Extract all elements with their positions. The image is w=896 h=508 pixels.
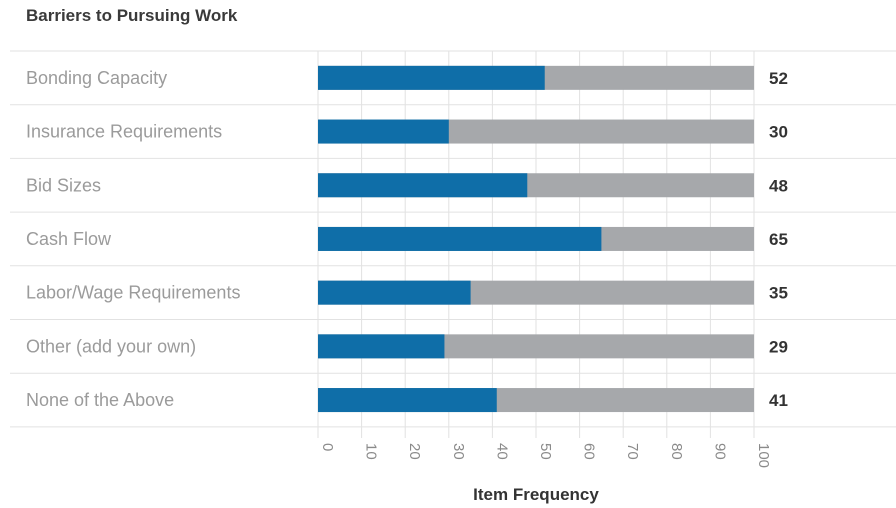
value-label: 65 — [769, 230, 788, 249]
value-label: 29 — [769, 337, 788, 356]
category-label: Other (add your own) — [26, 336, 196, 356]
x-tick-label: 80 — [668, 443, 685, 460]
bar-value — [318, 334, 445, 359]
category-label: Labor/Wage Requirements — [26, 283, 240, 303]
bar-value — [318, 226, 602, 251]
x-axis-title: Item Frequency — [473, 485, 599, 504]
category-label: Cash Flow — [26, 229, 112, 249]
value-label: 48 — [769, 176, 788, 195]
value-label: 30 — [769, 123, 788, 142]
x-tick-label: 70 — [624, 443, 641, 460]
x-tick-label: 40 — [493, 443, 510, 460]
chart-title: Barriers to Pursuing Work — [26, 6, 238, 25]
x-tick-label: 20 — [406, 443, 423, 460]
x-tick-label: 0 — [319, 443, 336, 451]
bar-value — [318, 388, 497, 413]
category-label: Bid Sizes — [26, 175, 101, 195]
x-tick-label: 30 — [450, 443, 467, 460]
x-tick-label: 50 — [537, 443, 554, 460]
value-label: 35 — [769, 284, 788, 303]
category-label: Insurance Requirements — [26, 122, 222, 142]
bar-value — [318, 65, 545, 90]
x-tick-label: 60 — [581, 443, 598, 460]
value-label: 41 — [769, 391, 788, 410]
category-label: None of the Above — [26, 390, 174, 410]
bar-value — [318, 119, 449, 144]
x-tick-label: 100 — [755, 443, 772, 468]
value-label: 52 — [769, 69, 788, 88]
category-label: Bonding Capacity — [26, 68, 167, 88]
x-tick-label: 10 — [363, 443, 380, 460]
bar-value — [318, 173, 528, 198]
x-tick-label: 90 — [711, 443, 728, 460]
bar-value — [318, 280, 471, 305]
